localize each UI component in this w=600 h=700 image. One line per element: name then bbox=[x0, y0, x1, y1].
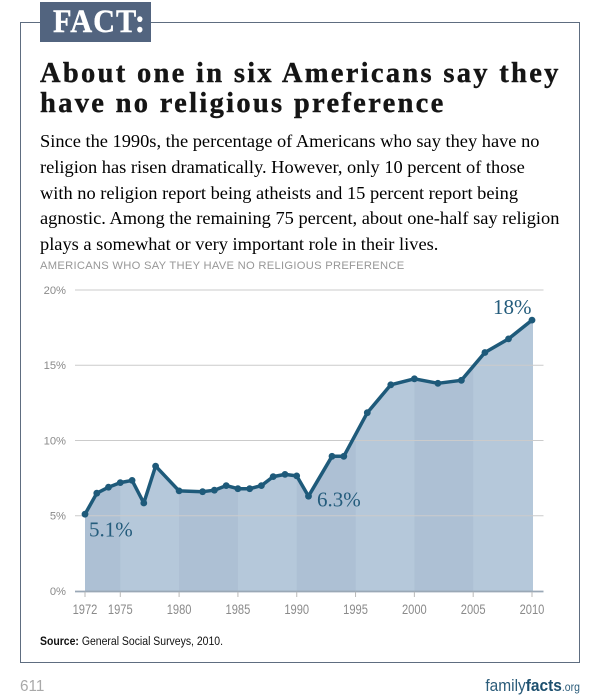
svg-text:1995: 1995 bbox=[343, 602, 368, 617]
svg-text:1972: 1972 bbox=[73, 602, 98, 617]
svg-text:15%: 15% bbox=[44, 360, 66, 372]
svg-text:2000: 2000 bbox=[402, 602, 427, 617]
svg-text:1980: 1980 bbox=[167, 602, 192, 617]
svg-text:2010: 2010 bbox=[520, 602, 545, 617]
svg-text:2005: 2005 bbox=[461, 602, 486, 617]
svg-text:5.1%: 5.1% bbox=[89, 518, 133, 542]
svg-text:18%: 18% bbox=[493, 295, 532, 319]
svg-text:6.3%: 6.3% bbox=[317, 488, 361, 512]
svg-text:10%: 10% bbox=[44, 435, 66, 447]
svg-text:20%: 20% bbox=[44, 285, 66, 297]
svg-text:1985: 1985 bbox=[226, 602, 251, 617]
svg-text:0%: 0% bbox=[50, 586, 66, 598]
svg-text:1990: 1990 bbox=[284, 602, 309, 617]
svg-text:1975: 1975 bbox=[108, 602, 133, 617]
svg-text:5%: 5% bbox=[50, 511, 66, 523]
